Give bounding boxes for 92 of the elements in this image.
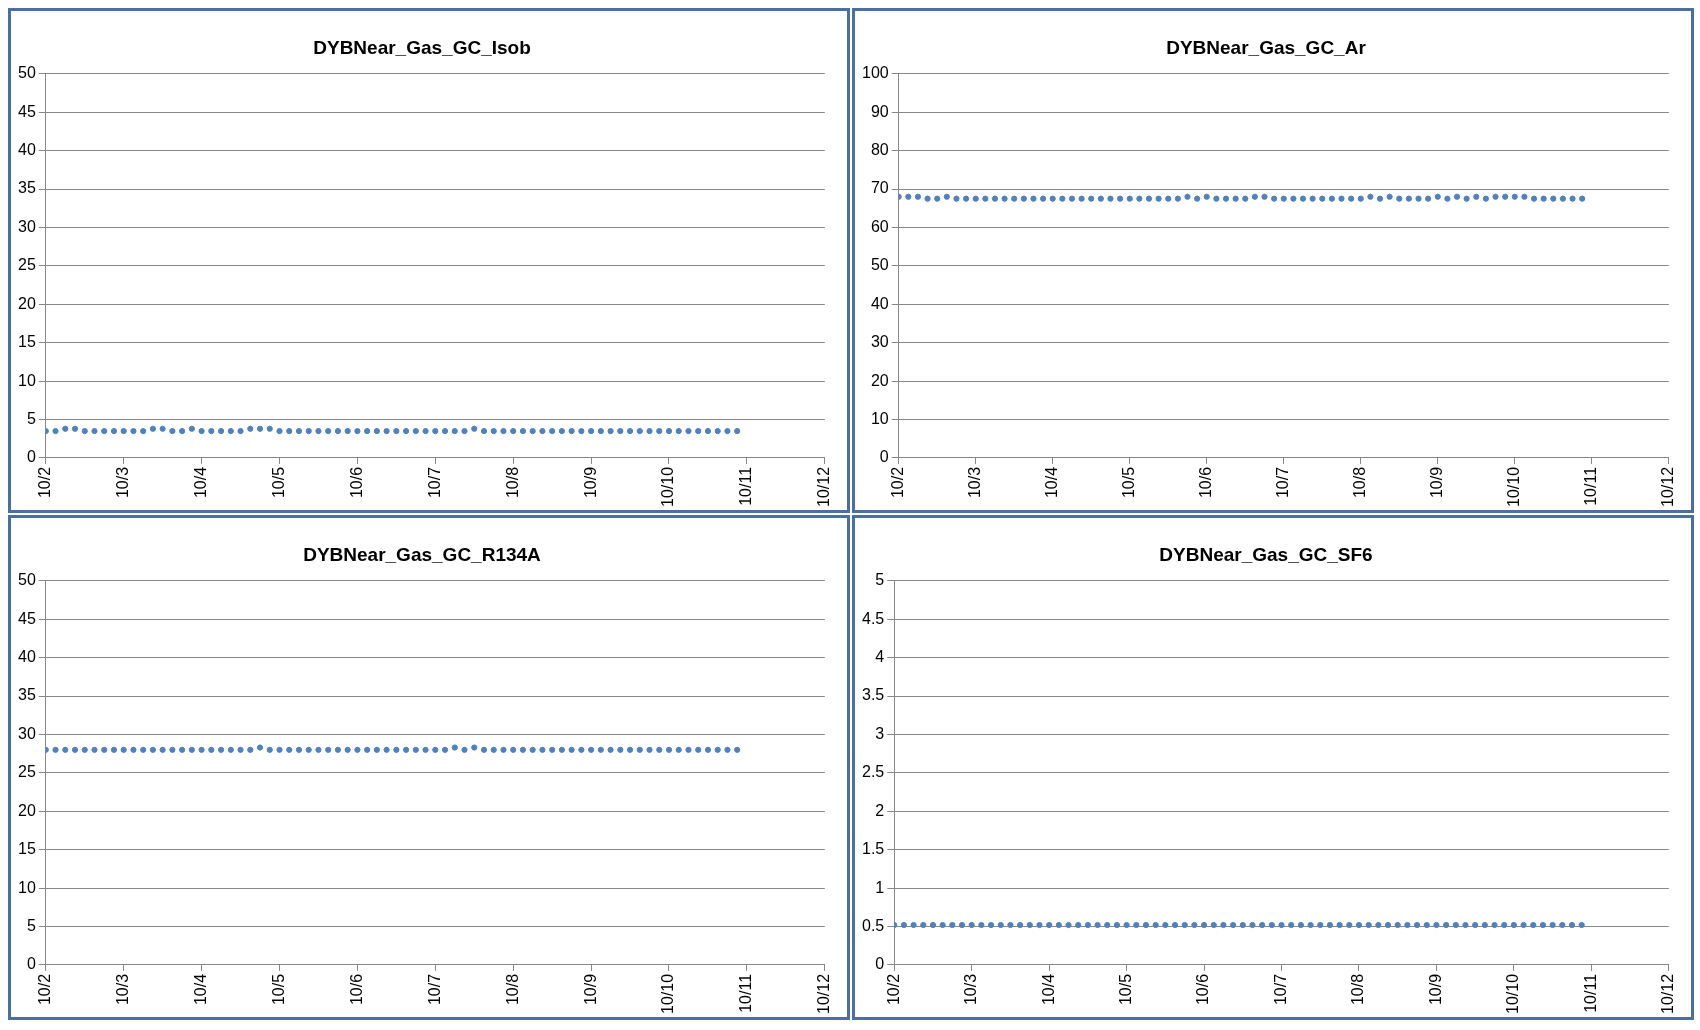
x-tick-label: 10/7 bbox=[425, 466, 443, 499]
y-tick-label: 30 bbox=[18, 724, 36, 742]
y-tick-label: 25 bbox=[18, 256, 36, 274]
x-tick-label: 10/12 bbox=[815, 466, 833, 508]
x-tick-label: 10/4 bbox=[1043, 466, 1061, 499]
x-tick-label: 10/10 bbox=[1504, 973, 1522, 1015]
x-tick-label: 10/3 bbox=[114, 466, 132, 499]
y-tick-label: 1 bbox=[875, 878, 885, 896]
x-tick-label: 10/11 bbox=[737, 973, 755, 1013]
y-tick-label: 5 bbox=[875, 571, 885, 589]
y-tick-label: 0 bbox=[879, 448, 889, 466]
y-tick-label: 10 bbox=[18, 371, 36, 389]
x-tick-label: 10/8 bbox=[1349, 973, 1367, 1006]
x-tick-label: 10/9 bbox=[1426, 973, 1444, 1006]
x-tick-label: 10/4 bbox=[192, 973, 209, 1006]
y-tick-label: 35 bbox=[18, 179, 36, 197]
y-tick-label: 4.5 bbox=[861, 609, 885, 627]
y-tick-label: 3 bbox=[875, 724, 885, 742]
x-tick-label: 10/4 bbox=[192, 466, 209, 499]
y-tick-label: 0 bbox=[875, 955, 885, 973]
y-tick-label: 90 bbox=[870, 102, 889, 120]
x-tick-label: 10/7 bbox=[1274, 466, 1292, 499]
y-tick-label: 20 bbox=[870, 371, 889, 389]
x-tick-label: 10/2 bbox=[36, 466, 54, 499]
x-tick-label: 10/8 bbox=[1351, 466, 1369, 499]
x-tick-label: 10/7 bbox=[425, 973, 443, 1006]
x-tick-label: 10/10 bbox=[1505, 466, 1523, 508]
y-tick-label: 5 bbox=[26, 409, 36, 427]
chart-title: DYBNear_Gas_GC_SF6 bbox=[1159, 543, 1373, 565]
x-tick-label: 10/2 bbox=[889, 466, 907, 499]
x-tick-label: 10/5 bbox=[1117, 973, 1135, 1006]
x-tick-label: 10/3 bbox=[114, 973, 132, 1006]
x-tick-label: 10/8 bbox=[503, 466, 521, 499]
x-tick-label: 10/12 bbox=[815, 973, 833, 1015]
chart-title: DYBNear_Gas_GC_Isob bbox=[313, 36, 531, 58]
y-tick-label: 40 bbox=[18, 648, 36, 666]
x-tick-label: 10/6 bbox=[1194, 973, 1212, 1006]
y-tick-label: 50 bbox=[18, 64, 36, 82]
y-tick-label: 40 bbox=[18, 141, 36, 159]
y-tick-label: 100 bbox=[861, 64, 889, 82]
chart-title: DYBNear_Gas_GC_R134A bbox=[303, 543, 542, 565]
x-tick-label: 10/4 bbox=[1039, 973, 1057, 1006]
x-tick-label: 10/11 bbox=[1581, 973, 1599, 1013]
y-tick-label: 0.5 bbox=[861, 916, 885, 934]
y-tick-label: 4 bbox=[875, 648, 885, 666]
x-tick-label: 10/8 bbox=[503, 973, 521, 1006]
y-tick-label: 3.5 bbox=[861, 686, 885, 704]
y-tick-label: 30 bbox=[870, 333, 889, 351]
x-tick-label: 10/6 bbox=[347, 466, 365, 499]
x-tick-label: 10/2 bbox=[36, 973, 54, 1006]
x-tick-label: 10/3 bbox=[962, 973, 980, 1006]
x-tick-label: 10/10 bbox=[659, 466, 677, 508]
x-tick-label: 10/9 bbox=[1428, 466, 1446, 499]
x-tick-label: 10/5 bbox=[269, 973, 287, 1006]
y-tick-label: 15 bbox=[18, 333, 36, 351]
x-tick-label: 10/5 bbox=[269, 466, 287, 499]
x-tick-label: 10/12 bbox=[1659, 973, 1677, 1015]
chart-title: DYBNear_Gas_GC_Ar bbox=[1166, 36, 1367, 58]
x-tick-label: 10/11 bbox=[737, 466, 755, 506]
x-tick-label: 10/7 bbox=[1271, 973, 1289, 1006]
y-tick-label: 1.5 bbox=[861, 840, 885, 858]
y-tick-label: 15 bbox=[18, 840, 36, 858]
x-tick-label: 10/10 bbox=[659, 973, 677, 1015]
x-tick-label: 10/2 bbox=[884, 973, 902, 1006]
y-tick-label: 50 bbox=[870, 256, 889, 274]
x-tick-label: 10/12 bbox=[1659, 466, 1677, 508]
y-tick-label: 35 bbox=[18, 686, 36, 704]
x-tick-label: 10/3 bbox=[966, 466, 984, 499]
y-tick-label: 50 bbox=[18, 571, 36, 589]
y-tick-label: 45 bbox=[18, 102, 36, 120]
y-tick-label: 40 bbox=[870, 294, 889, 312]
x-tick-label: 10/9 bbox=[581, 466, 599, 499]
x-tick-label: 10/5 bbox=[1120, 466, 1138, 499]
y-tick-label: 25 bbox=[18, 763, 36, 781]
y-tick-label: 45 bbox=[18, 609, 36, 627]
y-tick-label: 80 bbox=[870, 141, 889, 159]
y-tick-label: 2 bbox=[875, 801, 885, 819]
x-tick-label: 10/6 bbox=[347, 973, 365, 1006]
x-tick-label: 10/6 bbox=[1197, 466, 1215, 499]
y-tick-label: 10 bbox=[18, 878, 36, 896]
y-tick-label: 60 bbox=[870, 217, 889, 235]
y-tick-label: 10 bbox=[870, 409, 889, 427]
y-tick-label: 5 bbox=[26, 916, 36, 934]
y-tick-label: 30 bbox=[18, 217, 36, 235]
y-tick-label: 0 bbox=[26, 448, 36, 466]
y-tick-label: 70 bbox=[870, 179, 889, 197]
y-tick-label: 20 bbox=[18, 801, 36, 819]
y-tick-label: 2.5 bbox=[861, 763, 885, 781]
x-tick-label: 10/11 bbox=[1582, 466, 1600, 506]
y-tick-label: 20 bbox=[18, 294, 36, 312]
x-tick-label: 10/9 bbox=[581, 973, 599, 1006]
y-tick-label: 0 bbox=[26, 955, 36, 973]
